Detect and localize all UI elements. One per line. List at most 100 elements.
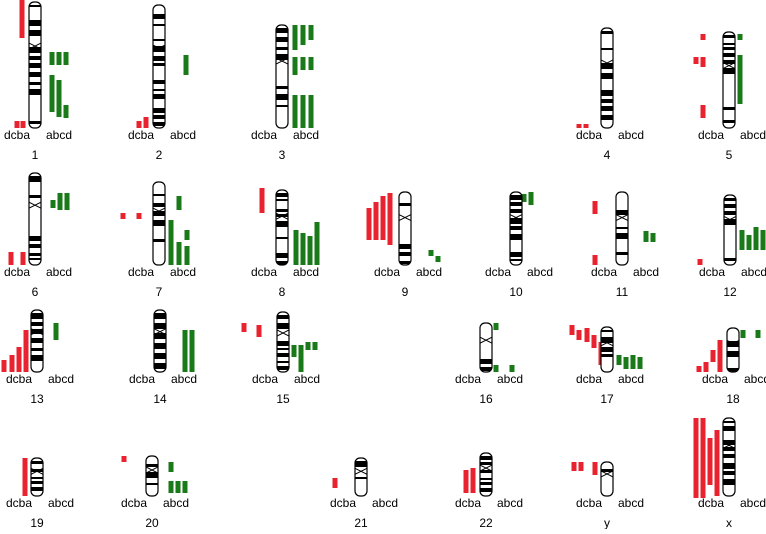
chromosome-body — [29, 173, 41, 265]
gain-bar — [292, 345, 297, 357]
band — [29, 63, 41, 68]
loss-bar — [704, 362, 709, 372]
gain-bar — [754, 227, 759, 250]
gain-bar — [301, 95, 306, 128]
left-label: dcba — [4, 128, 30, 142]
gain-bar — [617, 355, 622, 365]
band — [276, 37, 288, 42]
band — [510, 209, 522, 213]
bands — [723, 32, 735, 128]
band — [276, 253, 288, 258]
gain-bar — [747, 235, 752, 250]
gain-bar — [494, 365, 499, 372]
band — [29, 89, 41, 95]
gain-bar — [301, 233, 306, 265]
right-label: abcd — [48, 372, 74, 386]
loss-bar — [10, 355, 15, 372]
gain-bar — [494, 323, 499, 330]
loss-bar — [577, 330, 582, 340]
gain-bar — [738, 34, 743, 40]
left-label: dcba — [374, 265, 400, 279]
right-label: abcd — [741, 265, 766, 279]
gain-bar — [301, 57, 306, 70]
bands — [29, 173, 41, 265]
gain-bar — [293, 95, 298, 128]
chromosome-label: 16 — [479, 392, 493, 406]
chromosome-body — [154, 310, 166, 372]
loss-bar — [260, 188, 265, 213]
band — [510, 226, 522, 230]
chromosome-label: 18 — [726, 392, 740, 406]
loss-bar — [572, 462, 577, 471]
chromosome-label: 15 — [276, 392, 290, 406]
band — [277, 315, 289, 319]
band — [276, 47, 288, 50]
chromosome-group: dcba abcd 1 — [4, 0, 72, 162]
bands — [724, 195, 736, 265]
band — [153, 115, 165, 119]
left-label: dcba — [455, 372, 481, 386]
gain-bar — [306, 342, 311, 350]
bands — [399, 192, 411, 265]
band — [276, 94, 288, 100]
band — [154, 343, 166, 349]
chromosome-label: 19 — [30, 516, 44, 529]
band — [601, 347, 613, 352]
bands — [29, 2, 41, 128]
band — [31, 477, 43, 479]
gain-bar — [644, 231, 649, 242]
chromosome-group: dcba abcd 16 — [455, 323, 523, 406]
band — [480, 462, 492, 465]
loss-bar — [20, 0, 25, 38]
bands — [154, 310, 166, 372]
bands — [276, 190, 288, 265]
gain-bar — [638, 357, 643, 369]
band — [29, 82, 41, 85]
right-label: abcd — [497, 496, 523, 510]
loss-bar — [17, 347, 22, 372]
gain-bar — [184, 55, 189, 75]
gain-bar — [293, 25, 298, 50]
loss-bar — [381, 196, 386, 240]
band — [616, 210, 628, 215]
right-label: abcd — [293, 128, 319, 142]
band — [31, 355, 43, 361]
gain-bar — [299, 345, 304, 372]
band — [616, 227, 628, 229]
right-label: abcd — [46, 128, 72, 142]
left-label: dcba — [129, 372, 155, 386]
band — [399, 244, 411, 249]
left-label: dcba — [698, 496, 724, 510]
chromosome-label: 3 — [279, 148, 286, 162]
band — [723, 120, 735, 123]
band — [616, 252, 628, 255]
bands — [723, 418, 735, 496]
loss-bar — [374, 202, 379, 240]
loss-bar — [242, 323, 247, 332]
gain-bar — [57, 52, 62, 65]
right-label: abcd — [497, 372, 523, 386]
loss-bar — [593, 201, 598, 214]
right-label: abcd — [46, 265, 72, 279]
right-label: abcd — [171, 372, 197, 386]
band — [276, 237, 288, 239]
band — [277, 323, 289, 329]
band — [31, 322, 43, 326]
band — [480, 478, 492, 480]
gain-bar — [309, 95, 314, 128]
band — [29, 195, 41, 198]
chromosome-label: 1 — [32, 148, 39, 162]
gain-bar — [58, 193, 63, 210]
loss-bar — [2, 360, 7, 372]
right-label: abcd — [48, 496, 74, 510]
band — [723, 421, 735, 423]
band — [510, 259, 522, 261]
band — [601, 73, 613, 79]
bands — [277, 312, 289, 372]
